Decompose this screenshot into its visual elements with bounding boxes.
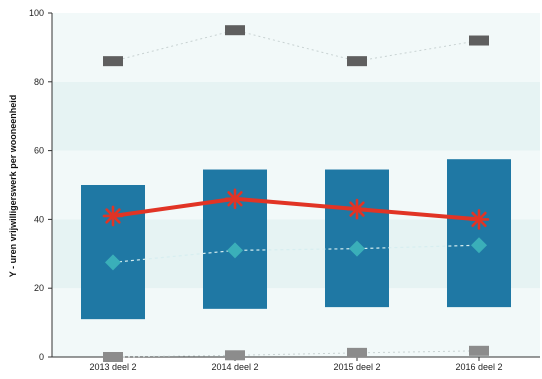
asterisk-point (102, 205, 124, 227)
asterisk-stroke (471, 211, 487, 228)
range-bars (81, 159, 511, 320)
asterisk-point (468, 209, 490, 230)
upper-marker-point (347, 56, 367, 67)
asterisk-stroke (105, 208, 121, 224)
diamond-point (105, 254, 121, 271)
y-axis-title: Y - uren vrijwilligerswerk per wooneenhe… (8, 95, 18, 277)
series-lines (111, 29, 481, 358)
upper-marker-point (469, 35, 489, 46)
y-tick-label: 60 (34, 146, 44, 156)
bold-series-line (111, 196, 481, 222)
range-bar (325, 169, 389, 308)
x-tick-label: 2014 deel 2 (211, 362, 258, 372)
lower-marker-point (469, 345, 489, 356)
y-tick-label: 40 (34, 214, 44, 224)
dashed-series-line (112, 244, 480, 263)
series-markers (102, 25, 490, 362)
upper-marker-point (103, 56, 123, 67)
lower-marker-connector (112, 350, 480, 358)
x-tick-label: 2016 deel 2 (455, 362, 502, 372)
diamond-point (227, 242, 243, 259)
range-bar (81, 185, 145, 320)
y-tick-label: 100 (29, 8, 44, 18)
x-tick-label: 2013 deel 2 (89, 362, 136, 372)
lower-marker-point (347, 347, 367, 358)
asterisk-stroke (227, 191, 243, 207)
lower-marker-point (225, 350, 245, 361)
asterisk-stroke (349, 201, 365, 217)
y-tick-label: 0 (39, 352, 44, 362)
background-band (52, 81, 540, 151)
upper-marker-point (225, 25, 245, 36)
y-tick-label: 80 (34, 77, 44, 87)
diamond-point (471, 237, 487, 254)
lower-marker-point (103, 352, 123, 362)
x-tick-label: 2015 deel 2 (333, 362, 380, 372)
asterisk-point (346, 198, 368, 220)
background-band (52, 13, 540, 82)
tick-labels: 0 20 40 60 80 100 2013 deel 2 2014 deel 2 2015 d… (29, 8, 503, 372)
range-bar (447, 159, 511, 308)
diamond-point (349, 240, 365, 257)
y-tick-label: 20 (34, 283, 44, 293)
asterisk-point (224, 188, 246, 210)
